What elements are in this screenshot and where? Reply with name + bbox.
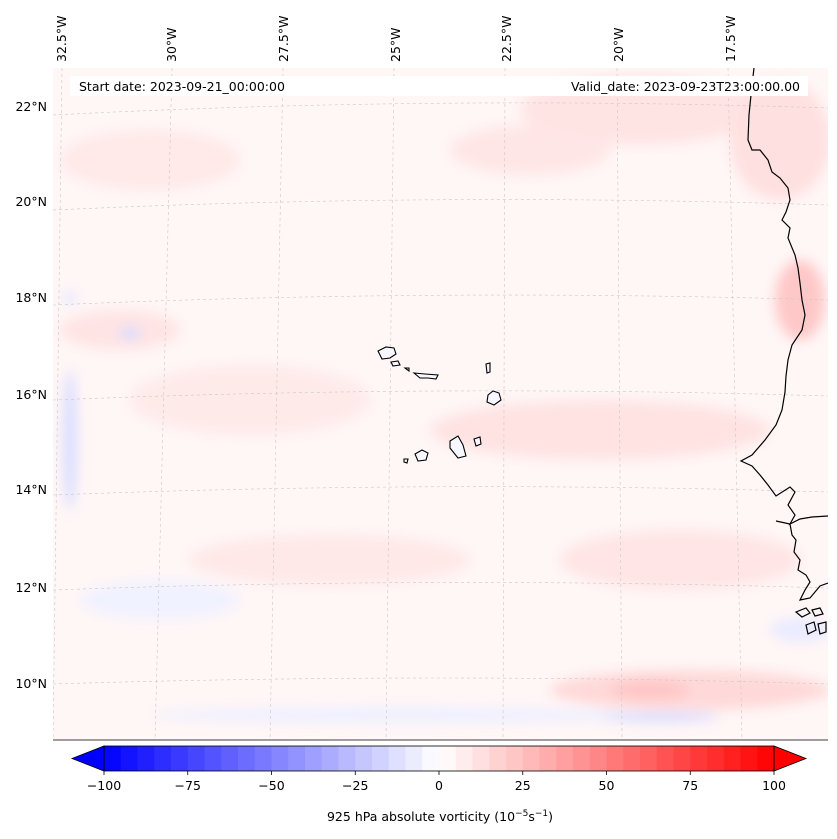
colorbar-segment (204, 746, 222, 771)
colorbar-segment (104, 746, 122, 771)
lon-label: 27.5°W (276, 16, 291, 62)
colorbar-tick-label: −50 (258, 778, 284, 793)
colorbar-min-extend-arrow (70, 745, 105, 772)
lat-label: 10°N (15, 676, 47, 691)
colorbar-segment (120, 746, 139, 771)
island-maio (473, 436, 482, 447)
island-boa-vista (486, 390, 502, 406)
lat-label: 22°N (15, 99, 47, 114)
colorbar-tick-label: 50 (599, 778, 615, 793)
colorbar-tick-label: 25 (515, 778, 531, 793)
cape-verde-islands (377, 346, 502, 464)
colorbar-tick-label: −25 (342, 778, 368, 793)
island-brava (403, 458, 409, 464)
lat-label: 12°N (15, 580, 47, 595)
latitude-labels: 22°N 20°N 18°N 16°N 14°N 12°N 10°N (15, 99, 47, 691)
colorbar-segment (238, 746, 256, 771)
lat-label: 16°N (15, 387, 47, 402)
island-sal (485, 362, 491, 374)
colorbar-segment (355, 746, 373, 771)
longitude-labels: 32.5°W 30°W 27.5°W 25°W 22.5°W 20°W 17.5… (54, 16, 738, 62)
colorbar-segment (522, 746, 541, 771)
date-header-box (70, 76, 808, 96)
colorbar-segment (656, 746, 675, 771)
island-fogo (414, 449, 429, 462)
island-santa-luzia (403, 367, 410, 373)
colorbar-segment (372, 746, 390, 771)
africa-coastline (739, 68, 828, 635)
colorbar-max-extend-arrow (773, 745, 808, 772)
colorbar-segment (321, 746, 340, 771)
colorbar-segment (556, 746, 574, 771)
colorbar-segment (154, 746, 172, 771)
colorbar-segment (187, 746, 206, 771)
valid-date-label: Valid_date: 2023-09-23T23:00:00.00 (571, 79, 800, 94)
colorbar-segment (271, 746, 289, 771)
colorbar-segment (254, 746, 273, 771)
colorbar-segment (640, 746, 658, 771)
lon-label: 30°W (164, 27, 179, 62)
colorbar-segment (472, 746, 490, 771)
lat-label: 14°N (15, 482, 47, 497)
colorbar-segment (338, 746, 356, 771)
colorbar-tick-label: −100 (87, 778, 121, 793)
island-santo-antao (377, 346, 397, 360)
lon-label: 25°W (388, 27, 403, 62)
map-area[interactable] (53, 68, 830, 740)
colorbar-label: 925 hPa absolute vorticity (10−5s−1) (327, 809, 553, 824)
colorbar-tick-label: −75 (175, 778, 201, 793)
colorbar-segment (690, 746, 708, 771)
colorbar-tick-label: 0 (435, 778, 443, 793)
graticule (53, 68, 828, 740)
island-sao-nicolau (412, 372, 439, 380)
colorbar-ticks: −100 −75 −50 −25 0 25 50 75 100 (87, 771, 786, 793)
lon-label: 17.5°W (723, 16, 738, 62)
colorbar-segment (723, 746, 742, 771)
colorbar-segment (439, 746, 457, 771)
colorbar-segment (388, 746, 407, 771)
lat-label: 18°N (15, 290, 47, 305)
colorbar-segment (288, 746, 306, 771)
island-santiago (449, 435, 467, 459)
colorbar-segment (757, 746, 775, 771)
colorbar-segment (673, 746, 691, 771)
island-sao-vicente (390, 360, 401, 367)
colorbar-segment (506, 746, 524, 771)
lat-label: 20°N (15, 194, 47, 209)
lon-label: 32.5°W (54, 16, 69, 62)
colorbar-tick-label: 100 (762, 778, 786, 793)
colorbar-segment (221, 746, 239, 771)
colorbar-segment (573, 746, 591, 771)
lon-label: 22.5°W (499, 16, 514, 62)
colorbar-tick-label: 75 (682, 778, 698, 793)
colorbar-segment (623, 746, 641, 771)
colorbar-segment (606, 746, 624, 771)
colorbar-segment (305, 746, 323, 771)
colorbar-segment (405, 746, 423, 771)
colorbar-segment (489, 746, 507, 771)
colorbar: −100 −75 −50 −25 0 25 50 75 100 925 hPa absolute… (70, 745, 808, 824)
colorbar-segment (422, 746, 440, 771)
colorbar-segment (589, 746, 608, 771)
colorbar-segment (137, 746, 155, 771)
colorbar-segment (539, 746, 557, 771)
colorbar-segment (740, 746, 758, 771)
colorbar-segment (707, 746, 725, 771)
lon-label: 20°W (611, 27, 626, 62)
colorbar-segment (455, 746, 474, 771)
colorbar-segments (104, 746, 775, 771)
colorbar-segment (171, 746, 189, 771)
vorticity-field-patches (60, 75, 828, 723)
start-date-label: Start date: 2023-09-21_00:00:00 (79, 79, 285, 94)
